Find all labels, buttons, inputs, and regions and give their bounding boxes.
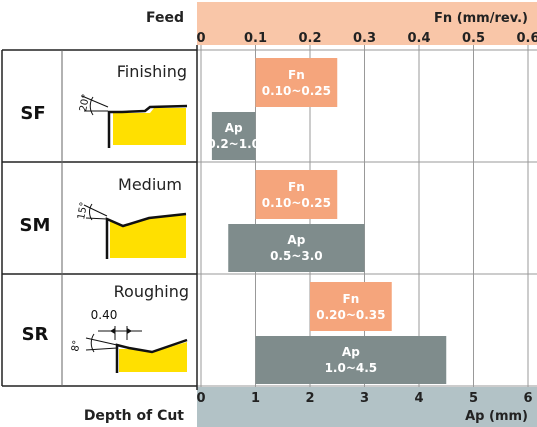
ap-range-bar — [211, 112, 256, 160]
fn-tick-label: 0.1 — [244, 31, 267, 46]
medium-insert-icon: 15° — [76, 201, 187, 259]
fn-bar-value: 0.10~0.25 — [262, 84, 331, 98]
ap-bar-label: Ap — [225, 121, 243, 135]
ap-tick-label: 4 — [414, 391, 423, 406]
row-code: SF — [20, 103, 45, 124]
fn-range-bar — [310, 282, 392, 331]
ap-range-bar — [228, 224, 365, 272]
fn-tick-label: 0.5 — [462, 31, 485, 46]
insert-body — [110, 215, 186, 258]
fn-bar-label: Fn — [288, 68, 305, 82]
feed-label: Feed — [146, 10, 184, 26]
ap-tick-labels: 0 1 2 3 4 5 6 — [196, 391, 532, 406]
fn-header-band — [197, 2, 537, 45]
row-name: Finishing — [117, 62, 187, 81]
left-table — [1, 45, 198, 390]
range-bars: Fn 0.10~0.25 Ap 0.2~1.0 Fn 0.10~0.25 Ap 0.5~3.0… — [207, 58, 447, 384]
ap-range-bar — [255, 336, 447, 384]
vertical-gridlines — [197, 45, 537, 387]
fn-bar-value: 0.10~0.25 — [262, 196, 331, 210]
angle-label: 15° — [76, 201, 90, 220]
insert-body — [119, 342, 187, 372]
ap-bar-label: Ap — [342, 345, 360, 359]
ap-tick-label: 3 — [360, 391, 369, 406]
ap-tick-label: 1 — [251, 391, 260, 406]
ap-tick-label: 0 — [196, 391, 205, 406]
insert-body — [113, 108, 186, 145]
fn-tick-label: 0 — [196, 31, 205, 46]
angle-label: 8° — [70, 339, 83, 352]
fn-range-bar — [255, 170, 338, 219]
fn-tick-labels: 0 0.1 0.2 0.3 0.4 0.5 0.6 — [196, 31, 537, 46]
fn-axis-label: Fn (mm/rev.) — [434, 11, 528, 26]
fn-tick-label: 0.3 — [353, 31, 376, 46]
fn-tick-label: 0.4 — [407, 31, 430, 46]
row-code: SM — [20, 215, 51, 236]
row-sm: SM Medium 15° — [20, 175, 187, 259]
ap-axis-label: Ap (mm) — [465, 409, 528, 424]
row-code: SR — [22, 324, 49, 345]
row-name: Medium — [118, 175, 182, 194]
fn-bar-label: Fn — [343, 292, 360, 306]
row-name: Roughing — [114, 282, 189, 301]
row-sr: SR Roughing 0.40 8° — [22, 282, 189, 373]
fn-bar-value: 0.20~0.35 — [316, 308, 385, 322]
land-dimension: 0.40 — [91, 308, 118, 322]
fn-bar-label: Fn — [288, 180, 305, 194]
finishing-insert-icon: 20° — [78, 93, 188, 148]
depth-of-cut-label: Depth of Cut — [84, 408, 184, 424]
ap-bar-value: 0.2~1.0 — [207, 137, 260, 151]
row-sf: SF Finishing 20° — [20, 62, 188, 148]
angle-label: 20° — [78, 93, 92, 112]
ap-footer-band — [197, 387, 537, 427]
fn-range-bar — [255, 58, 338, 107]
ap-bar-label: Ap — [287, 233, 305, 247]
fn-tick-label: 0.2 — [298, 31, 321, 46]
ap-tick-label: 5 — [469, 391, 478, 406]
ap-tick-label: 2 — [305, 391, 314, 406]
ap-bar-value: 1.0~4.5 — [325, 361, 378, 375]
fn-tick-label: 0.6 — [516, 31, 537, 46]
roughing-insert-icon: 0.40 8° — [70, 308, 188, 373]
ap-tick-label: 6 — [523, 391, 532, 406]
ap-bar-value: 0.5~3.0 — [270, 249, 323, 263]
